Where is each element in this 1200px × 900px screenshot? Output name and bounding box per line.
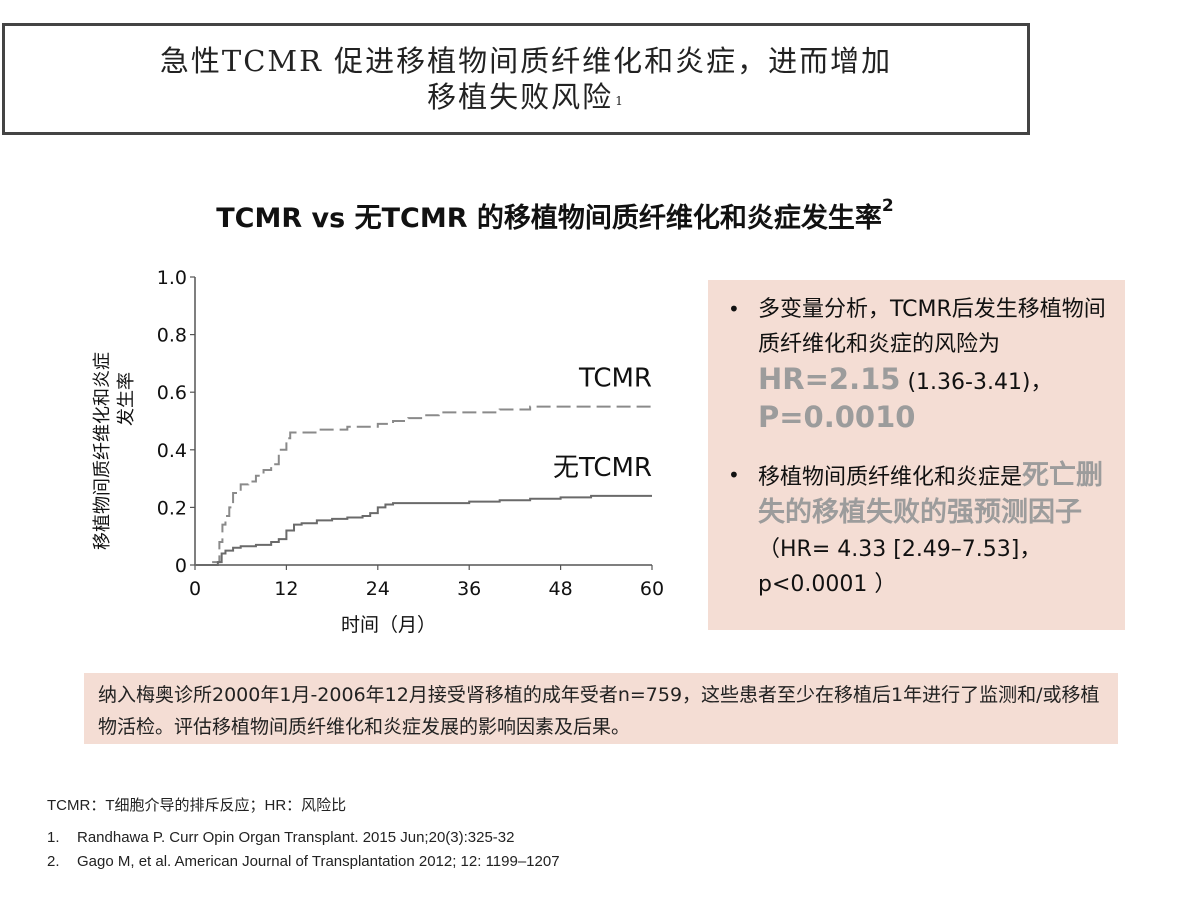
study-note: 纳入梅奥诊所2000年1月-2006年12月接受肾移植的成年受者n=759，这些… (84, 671, 1118, 744)
reference-number: 2. (47, 853, 60, 870)
bullet-dot: • (728, 297, 740, 321)
hr-ci: (1.36-3.41)， (900, 370, 1053, 395)
x-axis-label: 时间（月） (341, 614, 436, 636)
x-tick-label: 24 (366, 578, 390, 600)
series-line-no-tcmr (195, 494, 652, 566)
series-label: TCMR (578, 364, 652, 394)
title-ref-sup: 1 (615, 94, 625, 108)
reference-text: Randhawa P. Curr Opin Organ Transplant. … (77, 829, 515, 846)
info-box: • 多变量分析，TCMR后发生移植物间质纤维化和炎症的风险为 HR=2.15 (… (708, 280, 1125, 630)
title-line-1: 急性TCMR 促进移植物间质纤维化和炎症，进而增加 (159, 44, 893, 78)
reference-item: 2. Gago M, et al. American Journal of Tr… (47, 850, 560, 874)
info-bullet-2: • 移植物间质纤维化和炎症是死亡删失的移植失败的强预测因子 （HR= 4.33 [… (722, 458, 1107, 602)
p-value: P=0.0010 (758, 400, 916, 434)
hr-value: HR=2.15 (758, 362, 901, 396)
chart-subtitle-sup: 2 (881, 196, 894, 216)
references: 1. Randhawa P. Curr Opin Organ Transplan… (47, 826, 560, 874)
bullet1-text: 多变量分析，TCMR后发生移植物间质纤维化和炎症的风险为 (758, 297, 1106, 357)
x-tick-label: 0 (189, 578, 201, 600)
series-label: 无TCMR (553, 453, 652, 483)
reference-number: 1. (47, 829, 60, 846)
y-tick-label: 1.0 (157, 267, 187, 289)
title-box: 急性TCMR 促进移植物间质纤维化和炎症，进而增加 移植失败风险 1 (2, 23, 1030, 135)
bullet2-text: 移植物间质纤维化和炎症是 (758, 465, 1023, 490)
chart-subtitle: TCMR vs 无TCMR 的移植物间质纤维化和炎症发生率2 (0, 196, 1110, 235)
y-tick-label: 0.8 (157, 325, 187, 347)
y-axis-label-2: 发生率 (116, 372, 137, 426)
reference-text: Gago M, et al. American Journal of Trans… (77, 853, 560, 870)
y-tick-label: 0.2 (157, 497, 187, 519)
series-line-tcmr (195, 405, 652, 566)
bullet2-tail: （HR= 4.33 [2.49–7.53]，p<0.0001 ） (758, 537, 1042, 597)
info-bullet-1: • 多变量分析，TCMR后发生移植物间质纤维化和炎症的风险为 HR=2.15 (… (722, 292, 1107, 438)
y-tick-label: 0.6 (157, 382, 187, 404)
reference-item: 1. Randhawa P. Curr Opin Organ Transplan… (47, 826, 560, 850)
x-tick-label: 60 (640, 578, 664, 600)
bullet-dot: • (728, 463, 740, 487)
abbreviations: TCMR：T细胞介导的排斥反应；HR：风险比 (47, 797, 347, 814)
bullet2-strong: 死亡删失的移植失败的强预测因子 (758, 460, 1104, 528)
y-axis-label: 移植物间质纤维化和炎症 (92, 352, 113, 550)
title-line-2: 移植失败风险 1 (427, 79, 625, 115)
incidence-chart: 0 0.2 0.4 0.6 0.8 1.0 0 12 24 36 48 60 时间（月） 移植物间质纤维化… (92, 267, 664, 636)
y-tick-label: 0 (175, 555, 187, 577)
x-tick-label: 12 (274, 578, 298, 600)
x-tick-label: 48 (549, 578, 573, 600)
chart-subtitle-text: TCMR vs 无TCMR 的移植物间质纤维化和炎症发生率 (216, 203, 882, 234)
title-line-2-text: 移植失败风险 (427, 80, 614, 114)
x-tick-label: 36 (457, 578, 481, 600)
y-tick-label: 0.4 (157, 440, 187, 462)
